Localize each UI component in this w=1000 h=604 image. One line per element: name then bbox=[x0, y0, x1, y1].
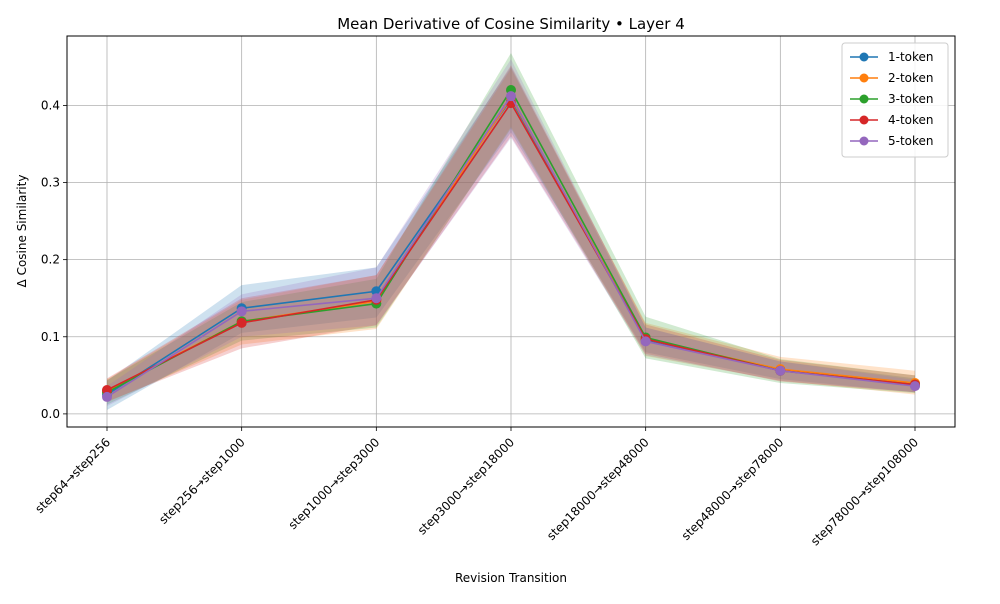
legend-label: 4-token bbox=[888, 113, 934, 127]
x-tick-label: step64→step256 bbox=[32, 435, 113, 516]
data-point-4-token bbox=[102, 384, 112, 395]
legend-swatch-marker bbox=[859, 52, 869, 62]
data-point-5-token bbox=[236, 306, 247, 317]
legend-item-3-token: 3-token bbox=[850, 92, 934, 106]
legend-item-2-token: 2-token bbox=[850, 71, 934, 85]
y-tick-label: 0.1 bbox=[41, 330, 60, 344]
legend-item-5-token: 5-token bbox=[850, 134, 934, 148]
y-tick-label: 0.4 bbox=[41, 98, 60, 112]
data-point-5-token bbox=[640, 336, 651, 347]
x-axis-label: Revision Transition bbox=[455, 571, 567, 585]
x-axis-ticks: step64→step256 step256→step1000 step1000→s… bbox=[32, 427, 921, 548]
legend-item-4-token: 4-token bbox=[850, 113, 934, 127]
data-point-5-token bbox=[506, 91, 516, 102]
x-tick-label: step1000→step3000 bbox=[286, 435, 383, 532]
legend-swatch-marker bbox=[859, 115, 869, 125]
legend-label: 1-token bbox=[888, 50, 934, 64]
legend-swatch-marker bbox=[859, 73, 869, 83]
x-tick-label: step3000→step18000 bbox=[415, 435, 517, 537]
legend-swatch-marker bbox=[859, 136, 869, 146]
chart-title: Mean Derivative of Cosine Similarity • L… bbox=[337, 15, 685, 33]
x-tick-label: step78000→step108000 bbox=[808, 435, 921, 548]
confidence-bands bbox=[107, 52, 915, 411]
legend-label: 5-token bbox=[888, 134, 934, 148]
y-tick-label: 0.3 bbox=[41, 176, 60, 190]
y-axis-ticks: 0.0 0.1 0.2 0.3 0.4 bbox=[41, 98, 67, 421]
y-axis-label: Δ Cosine Similarity bbox=[15, 175, 29, 288]
confidence-band-1-token bbox=[107, 66, 915, 411]
confidence-band-3-token bbox=[107, 52, 915, 405]
data-point-5-token bbox=[102, 391, 112, 402]
y-tick-label: 0.2 bbox=[41, 253, 60, 267]
legend-label: 2-token bbox=[888, 71, 934, 85]
legend-box bbox=[841, 42, 949, 158]
legend-item-1-token: 1-token bbox=[850, 50, 934, 64]
x-tick-label: step48000→step78000 bbox=[679, 435, 787, 543]
confidence-band-4-token bbox=[107, 65, 915, 402]
data-point-5-token bbox=[371, 293, 382, 304]
series-lines bbox=[102, 84, 920, 402]
confidence-band-2-token bbox=[107, 68, 915, 403]
y-tick-label: 0.0 bbox=[41, 407, 60, 421]
data-point-4-token bbox=[236, 317, 247, 328]
x-tick-label: step256→step1000 bbox=[156, 435, 248, 527]
data-point-5-token bbox=[775, 365, 786, 376]
grid-lines bbox=[67, 36, 955, 427]
legend-label: 3-token bbox=[888, 92, 934, 106]
confidence-band-5-token bbox=[107, 59, 915, 407]
legend-swatch-marker bbox=[859, 94, 869, 104]
x-tick-label: step18000→step48000 bbox=[544, 435, 652, 543]
legend: 1-token 2-token 3-token 4-token 5-token bbox=[841, 42, 949, 158]
data-point-5-token bbox=[910, 381, 920, 392]
